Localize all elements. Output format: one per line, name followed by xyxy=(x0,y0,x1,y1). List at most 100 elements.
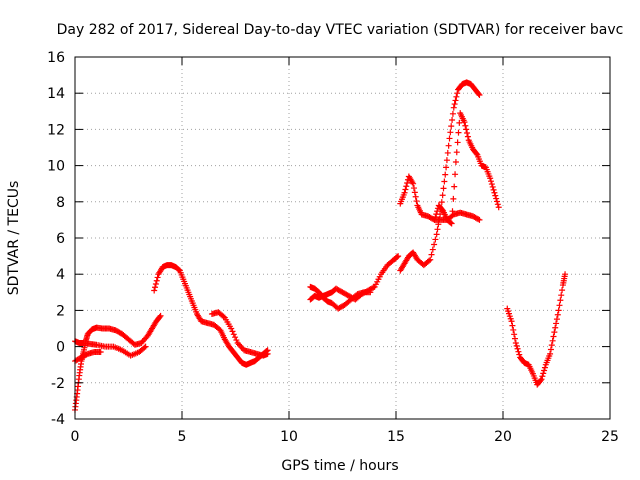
series-arc-g xyxy=(307,283,374,312)
data-point xyxy=(550,333,557,340)
data-point xyxy=(434,226,441,233)
data-point xyxy=(551,329,558,336)
data-point xyxy=(448,220,455,227)
data-point xyxy=(476,92,483,99)
data-point xyxy=(537,377,544,384)
data-point xyxy=(454,90,461,97)
series-arc-e xyxy=(208,309,271,359)
data-point xyxy=(452,158,459,165)
data-point xyxy=(461,119,468,126)
y-tick-label: 16 xyxy=(47,50,65,66)
data-point xyxy=(413,198,420,205)
data-point xyxy=(429,246,436,253)
data-point xyxy=(431,241,438,248)
data-point xyxy=(411,189,418,196)
data-point xyxy=(153,277,160,284)
data-point xyxy=(443,164,450,171)
y-tick-label: 0 xyxy=(56,340,65,356)
y-tick-label: 6 xyxy=(56,231,65,247)
data-point xyxy=(514,345,521,352)
data-point xyxy=(494,201,501,208)
data-point xyxy=(476,216,483,223)
data-point xyxy=(516,351,523,358)
data-point xyxy=(487,175,494,182)
data-point xyxy=(97,349,104,356)
data-point xyxy=(447,219,454,226)
data-point xyxy=(152,280,159,287)
data-point xyxy=(539,373,546,380)
data-point xyxy=(473,150,480,157)
y-tick-label: -2 xyxy=(51,376,65,392)
data-point xyxy=(464,130,471,137)
data-point xyxy=(448,123,455,130)
data-point xyxy=(440,185,447,192)
data-point xyxy=(495,204,502,211)
series-arc-b xyxy=(72,338,149,359)
data-point xyxy=(433,211,440,218)
data-point xyxy=(229,328,236,335)
data-point xyxy=(538,376,545,383)
data-point xyxy=(152,284,159,291)
data-point xyxy=(549,337,556,344)
data-point xyxy=(403,183,410,190)
data-point xyxy=(156,313,163,320)
data-point xyxy=(553,320,560,327)
data-point xyxy=(462,122,469,129)
grid-layer xyxy=(75,57,610,419)
data-point xyxy=(511,331,518,338)
data-point xyxy=(441,178,448,185)
data-point xyxy=(513,342,520,349)
data-point xyxy=(559,287,566,294)
data-point xyxy=(142,343,149,350)
y-tick-label: 2 xyxy=(56,303,65,319)
data-point xyxy=(510,326,517,333)
data-point xyxy=(412,193,419,200)
chart-title: Day 282 of 2017, Sidereal Day-to-day VTE… xyxy=(57,22,624,38)
series-arc-c xyxy=(72,349,104,365)
data-point xyxy=(401,189,408,196)
data-point xyxy=(489,183,496,190)
data-point xyxy=(463,126,470,133)
y-tick-label: 12 xyxy=(47,122,65,138)
data-point xyxy=(402,186,409,193)
data-point xyxy=(432,214,439,221)
data-point xyxy=(488,181,495,188)
series-arc-h xyxy=(397,173,483,223)
data-point xyxy=(428,251,435,258)
data-point xyxy=(556,302,563,309)
data-point xyxy=(548,342,555,349)
data-point xyxy=(553,316,560,323)
data-point xyxy=(464,133,471,140)
data-point xyxy=(454,139,461,146)
marks-layer xyxy=(72,79,569,413)
data-point xyxy=(547,350,554,357)
data-point xyxy=(438,199,445,206)
data-point xyxy=(509,322,516,329)
data-point xyxy=(370,284,377,291)
data-point xyxy=(410,180,417,187)
data-point xyxy=(541,364,548,371)
data-point xyxy=(541,367,548,374)
data-point xyxy=(451,183,458,190)
data-point xyxy=(230,331,237,338)
data-point xyxy=(449,110,456,117)
data-point xyxy=(488,178,495,185)
y-tick-label: 4 xyxy=(56,267,65,283)
data-point xyxy=(547,346,554,353)
data-point xyxy=(512,339,519,346)
data-point xyxy=(435,221,442,228)
data-point xyxy=(493,195,500,202)
y-axis-title: SDTVAR / TECUs xyxy=(6,181,22,296)
data-point xyxy=(515,348,522,355)
data-point xyxy=(453,93,460,100)
x-axis-title: GPS time / hours xyxy=(281,458,398,474)
y-tick-label: -4 xyxy=(51,412,65,428)
data-point xyxy=(511,335,518,342)
data-point xyxy=(427,256,434,263)
series-arc-j xyxy=(431,110,502,227)
series-arc-k xyxy=(504,271,569,388)
data-point xyxy=(220,313,227,320)
data-point xyxy=(450,104,457,111)
data-point xyxy=(508,318,515,325)
